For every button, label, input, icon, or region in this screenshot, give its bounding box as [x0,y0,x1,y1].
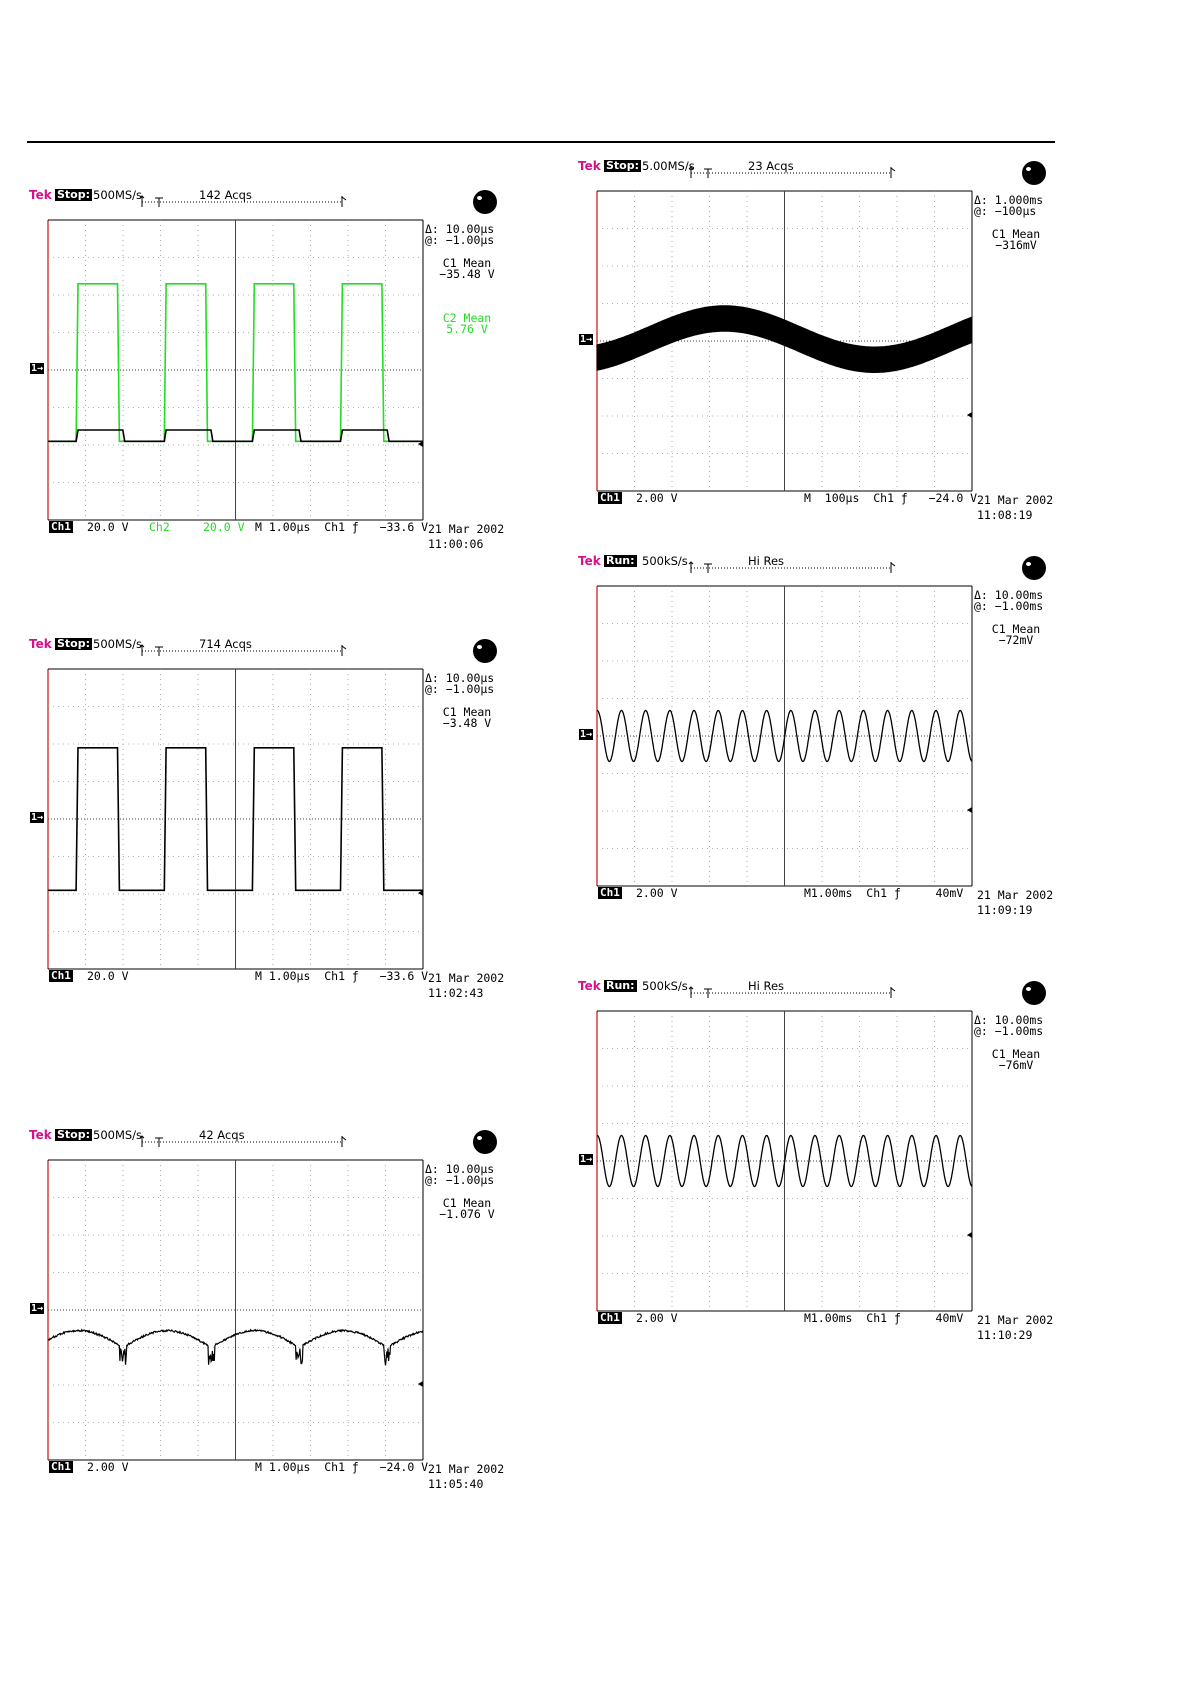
channel-1-badge: Ch1 [598,492,622,504]
timebase-trigger-readout: M 1.00μs Ch1 ƒ −33.6 V [255,521,428,533]
oscilloscope-screenshot-2: Tek Stop: 500MS/s 714 Acqs 1→ Ch1 20.0 VM 1.00… [27,636,527,1036]
acquisition-state-badge: Run: [604,555,637,567]
scope-graticule [596,1010,973,1312]
acquisition-state-badge: Run: [604,980,637,992]
channel-1-ground-marker: 1→ [30,1303,44,1314]
trigger-position-bar [686,561,906,575]
channel-1-badge: Ch1 [49,1461,73,1473]
capture-date: 21 Mar 2002 [428,523,504,535]
channel-1-ground-marker: 1→ [30,812,44,823]
cursor-position-readout: @: −1.00ms [974,1025,1043,1037]
brand-label: Tek [29,638,52,650]
channel-1-scale: 2.00 V [87,1461,129,1473]
channel-1-badge: Ch1 [598,887,622,899]
brand-label: Tek [29,189,52,201]
timebase-trigger-readout: M1.00ms Ch1 ƒ 40mV [804,1312,963,1324]
capture-time: 11:00:06 [428,538,483,550]
capture-date: 21 Mar 2002 [977,889,1053,901]
c1-mean-value: −72mV [981,634,1051,646]
trigger-level-arrow-icon [967,1232,972,1238]
acquisition-state-badge: Stop: [55,638,92,650]
scope-graticule [47,668,424,970]
brand-label: Tek [578,160,601,172]
capture-time: 11:09:19 [977,904,1032,916]
brand-label: Tek [29,1129,52,1141]
channel-1-ground-marker: 1→ [30,363,44,374]
c2-mean-value: 5.76 V [432,323,502,335]
record-indicator-icon [473,639,497,663]
record-indicator-icon [1022,161,1046,185]
record-indicator-icon [1022,981,1046,1005]
channel-1-scale: 2.00 V [636,492,678,504]
capture-time: 11:05:40 [428,1478,483,1490]
timebase-trigger-readout: M 1.00μs Ch1 ƒ −33.6 V [255,970,428,982]
trigger-position-bar [137,1135,357,1149]
channel-1-ground-marker: 1→ [579,1154,593,1165]
capture-time: 11:10:29 [977,1329,1032,1341]
sample-rate: 500kS/s [642,980,688,992]
channel-2-scale: 20.0 V [203,521,245,533]
oscilloscope-screenshot-6: Tek Run: 500kS/s Hi Res 1→ Ch1 2.00 V M1.00ms C… [576,978,1076,1378]
timebase-trigger-readout: M1.00ms Ch1 ƒ 40mV [804,887,963,899]
trigger-position-bar [137,195,357,209]
capture-time: 11:08:19 [977,509,1032,521]
trigger-position-bar [686,986,906,1000]
brand-label: Tek [578,980,601,992]
c1-mean-value: −1.076 V [432,1208,502,1220]
acquisition-state-badge: Stop: [55,1129,92,1141]
capture-date: 21 Mar 2002 [428,972,504,984]
scope-graticule [596,190,973,492]
channel-1-scale: 2.00 V [636,887,678,899]
cursor-position-readout: @: −1.00μs [425,234,494,246]
cursor-position-readout: @: −1.00μs [425,683,494,695]
timebase-trigger-readout: M 100μs Ch1 ƒ −24.0 V [804,492,977,504]
channel-1-badge: Ch1 [49,970,73,982]
record-indicator-icon [473,190,497,214]
oscilloscope-screenshot-4: Tek Stop: 5.00MS/s 23 Acqs 1→ Ch1 2.00 V M 100μ… [576,158,1076,558]
capture-date: 21 Mar 2002 [977,1314,1053,1326]
trigger-position-bar [137,644,357,658]
acquisition-state-badge: Stop: [604,160,641,172]
cursor-position-readout: @: −100μs [974,205,1036,217]
scope-graticule [596,585,973,887]
trigger-level-arrow-icon [967,807,972,813]
capture-date: 21 Mar 2002 [977,494,1053,506]
cursor-position-readout: @: −1.00ms [974,600,1043,612]
channel-1-badge: Ch1 [49,521,73,533]
channel-1-scale: 2.00 V [636,1312,678,1324]
scope-graticule [47,219,424,521]
oscilloscope-screenshot-5: Tek Run: 500kS/s Hi Res 1→ Ch1 2.00 V M1.00ms C… [576,553,1076,953]
record-indicator-icon [1022,556,1046,580]
channel-1-badge: Ch1 [598,1312,622,1324]
sample-rate: 500MS/s [93,638,142,650]
trigger-level-arrow-icon [418,1381,423,1387]
channel-1-scale: 20.0 V [87,521,129,533]
sample-rate: 500MS/s [93,1129,142,1141]
cursor-position-readout: @: −1.00μs [425,1174,494,1186]
trigger-position-bar [686,166,906,180]
scope-graticule [47,1159,424,1461]
channel-1-scale: 20.0 V [87,970,129,982]
channel-2-label: Ch2 [149,521,170,533]
record-indicator-icon [473,1130,497,1154]
oscilloscope-screenshot-1: Tek Stop: 500MS/s 142 Acqs 1→ Ch1 20.0 V Ch2 20.… [27,187,527,587]
sample-rate: 500MS/s [93,189,142,201]
brand-label: Tek [578,555,601,567]
channel-1-ground-marker: 1→ [579,334,593,345]
timebase-trigger-readout: M 1.00μs Ch1 ƒ −24.0 V [255,1461,428,1473]
c1-mean-value: −76mV [981,1059,1051,1071]
acquisition-state-badge: Stop: [55,189,92,201]
c1-mean-value: −35.48 V [432,268,502,280]
sample-rate: 500kS/s [642,555,688,567]
capture-date: 21 Mar 2002 [428,1463,504,1475]
trigger-level-arrow-icon [967,412,972,418]
c1-mean-value: −316mV [981,239,1051,251]
page-top-rule [27,141,1055,143]
channel-1-ground-marker: 1→ [579,729,593,740]
c1-mean-value: −3.48 V [432,717,502,729]
capture-time: 11:02:43 [428,987,483,999]
oscilloscope-screenshot-3: Tek Stop: 500MS/s 42 Acqs 1→ Ch1 2.00 V M 1.00μ… [27,1127,527,1527]
